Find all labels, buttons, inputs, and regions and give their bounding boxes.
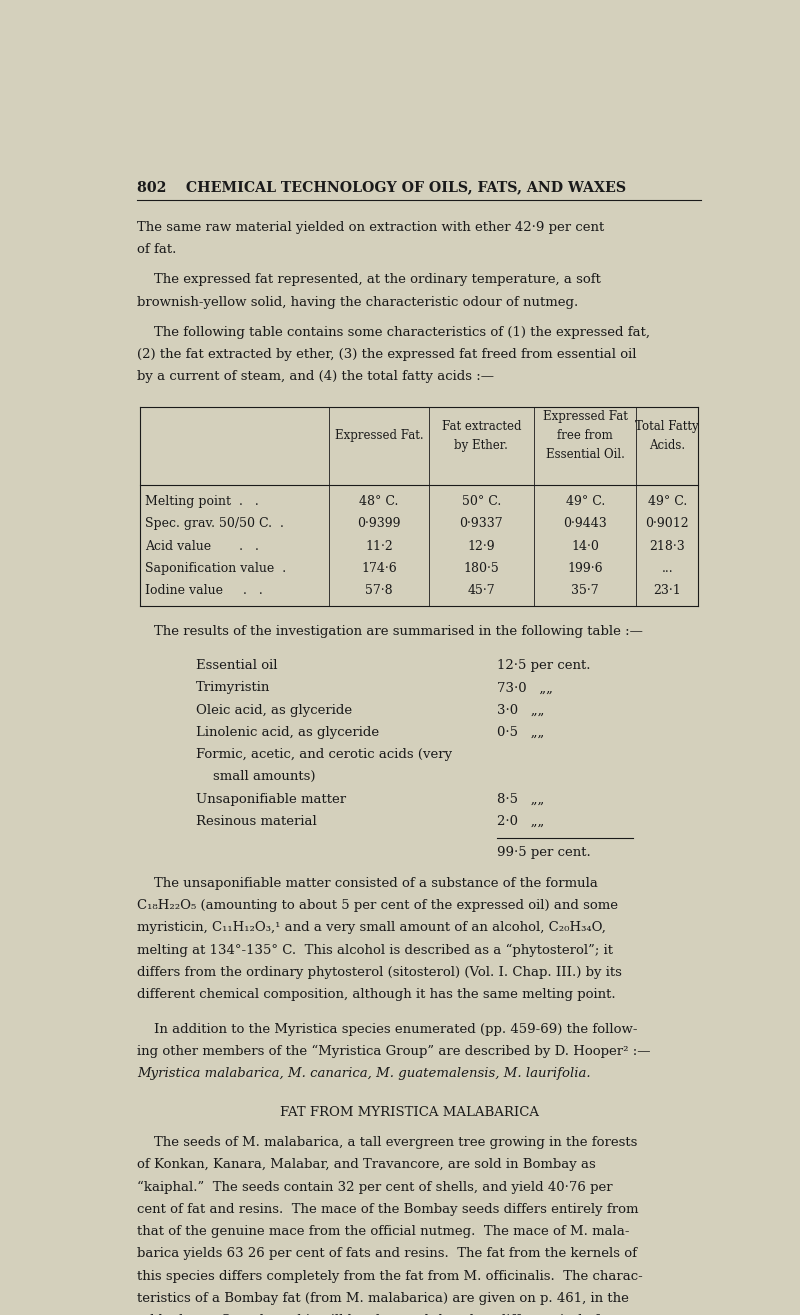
Text: 0·9012: 0·9012	[646, 517, 689, 530]
Text: Formic, acetic, and cerotic acids (very: Formic, acetic, and cerotic acids (very	[196, 748, 452, 761]
Text: Acid value       .   .: Acid value . .	[146, 539, 259, 552]
Text: The results of the investigation are summarised in the following table :—: The results of the investigation are sum…	[138, 625, 643, 638]
Text: 11·2: 11·2	[365, 539, 393, 552]
Text: barica yields 63 26 per cent of fats and resins.  The fat from the kernels of: barica yields 63 26 per cent of fats and…	[138, 1248, 638, 1260]
Text: Trimyristin: Trimyristin	[196, 681, 270, 694]
Text: Essential oil: Essential oil	[196, 659, 278, 672]
Text: that of the genuine mace from the official nutmeg.  The mace of M. mala-: that of the genuine mace from the offici…	[138, 1226, 630, 1237]
Text: 50° C.: 50° C.	[462, 494, 501, 508]
Text: Oleic acid, as glyceride: Oleic acid, as glyceride	[196, 704, 352, 717]
Text: Saponification value  .: Saponification value .	[146, 562, 286, 575]
Text: 49° C.: 49° C.	[648, 494, 687, 508]
Text: 0·5   „„: 0·5 „„	[497, 726, 544, 739]
Text: myristicin, C₁₁H₁₂O₃,¹ and a very small amount of an alcohol, C₂₀H₃₄O,: myristicin, C₁₁H₁₂O₃,¹ and a very small …	[138, 922, 606, 934]
Text: The seeds of M. malabarica, a tall evergreen tree growing in the forests: The seeds of M. malabarica, a tall everg…	[138, 1136, 638, 1149]
Text: Expressed Fat.: Expressed Fat.	[334, 429, 423, 442]
Text: 14·0: 14·0	[571, 539, 599, 552]
Text: The unsaponifiable matter consisted of a substance of the formula: The unsaponifiable matter consisted of a…	[138, 877, 598, 890]
Text: 23·1: 23·1	[654, 584, 681, 597]
Text: 0·9443: 0·9443	[563, 517, 607, 530]
Text: Linolenic acid, as glyceride: Linolenic acid, as glyceride	[196, 726, 379, 739]
Text: “kaiphal.”  The seeds contain 32 per cent of shells, and yield 40·76 per: “kaiphal.” The seeds contain 32 per cent…	[138, 1181, 613, 1194]
Text: 199·6: 199·6	[567, 562, 603, 575]
Text: ing other members of the “Myristica Group” are described by D. Hooper² :—: ing other members of the “Myristica Grou…	[138, 1045, 650, 1059]
Text: Expressed Fat: Expressed Fat	[542, 410, 627, 423]
Text: 8·5   „„: 8·5 „„	[497, 793, 544, 806]
Text: Fat extracted: Fat extracted	[442, 419, 521, 433]
Text: teristics of a Bombay fat (from M. malabarica) are given on p. 461, in the: teristics of a Bombay fat (from M. malab…	[138, 1291, 629, 1304]
Text: Myristica malabarica, M. canarica, M. guatemalensis, M. laurifolia.: Myristica malabarica, M. canarica, M. gu…	[138, 1066, 591, 1080]
Text: Total Fatty: Total Fatty	[635, 419, 699, 433]
Text: 57·8: 57·8	[365, 584, 393, 597]
Text: FAT FROM MYRISTICA MALABARICA: FAT FROM MYRISTICA MALABARICA	[281, 1106, 539, 1119]
Text: Essential Oil.: Essential Oil.	[546, 448, 625, 462]
Text: 12·9: 12·9	[467, 539, 495, 552]
Text: (2) the fat extracted by ether, (3) the expressed fat freed from essential oil: (2) the fat extracted by ether, (3) the …	[138, 348, 637, 362]
Text: 99·5 per cent.: 99·5 per cent.	[497, 847, 590, 859]
Text: of Konkan, Kanara, Malabar, and Travancore, are sold in Bombay as: of Konkan, Kanara, Malabar, and Travanco…	[138, 1159, 596, 1172]
Text: 802    CHEMICAL TECHNOLOGY OF OILS, FATS, AND WAXES: 802 CHEMICAL TECHNOLOGY OF OILS, FATS, A…	[138, 180, 626, 195]
Text: 2·0   „„: 2·0 „„	[497, 815, 544, 828]
Text: this species differs completely from the fat from M. officinalis.  The charac-: this species differs completely from the…	[138, 1269, 643, 1282]
Text: melting at 134°-135° C.  This alcohol is described as a “phytosterol”; it: melting at 134°-135° C. This alcohol is …	[138, 944, 614, 957]
Text: different chemical composition, although it has the same melting point.: different chemical composition, although…	[138, 988, 616, 1001]
Text: by a current of steam, and (4) the total fatty acids :—: by a current of steam, and (4) the total…	[138, 371, 494, 384]
Text: small amounts): small amounts)	[196, 771, 315, 784]
Text: Melting point  .   .: Melting point . .	[146, 494, 259, 508]
Text: In addition to the Myristica species enumerated (pp. 459-69) the follow-: In addition to the Myristica species enu…	[138, 1023, 638, 1035]
Text: The same raw material yielded on extraction with ether 42·9 per cent: The same raw material yielded on extract…	[138, 221, 605, 234]
Text: Spec. grav. 50/50 C.  .: Spec. grav. 50/50 C. .	[146, 517, 284, 530]
Text: 48° C.: 48° C.	[359, 494, 398, 508]
Text: ...: ...	[662, 562, 673, 575]
Text: Acids.: Acids.	[650, 439, 686, 452]
Text: 12·5 per cent.: 12·5 per cent.	[497, 659, 590, 672]
Text: 0·9399: 0·9399	[358, 517, 401, 530]
Text: by Ether.: by Ether.	[454, 439, 508, 452]
Text: cent of fat and resins.  The mace of the Bombay seeds differs entirely from: cent of fat and resins. The mace of the …	[138, 1203, 638, 1216]
Text: The expressed fat represented, at the ordinary temperature, a soft: The expressed fat represented, at the or…	[138, 274, 601, 287]
Text: 0·9337: 0·9337	[459, 517, 503, 530]
Text: The following table contains some characteristics of (1) the expressed fat,: The following table contains some charac…	[138, 326, 650, 339]
Text: of fat.: of fat.	[138, 243, 177, 256]
Text: free from: free from	[558, 429, 613, 442]
Text: brownish-yellow solid, having the characteristic odour of nutmeg.: brownish-yellow solid, having the charac…	[138, 296, 578, 309]
Text: Unsaponifiable matter: Unsaponifiable matter	[196, 793, 346, 806]
Text: Iodine value     .   .: Iodine value . .	[146, 584, 263, 597]
Text: Resinous material: Resinous material	[196, 815, 317, 828]
Text: 35·7: 35·7	[571, 584, 599, 597]
Text: 180·5: 180·5	[463, 562, 499, 575]
Text: differs from the ordinary phytosterol (sitosterol) (Vol. I. Chap. III.) by its: differs from the ordinary phytosterol (s…	[138, 965, 622, 978]
Text: 218·3: 218·3	[650, 539, 685, 552]
Text: 45·7: 45·7	[467, 584, 495, 597]
Text: 3·0   „„: 3·0 „„	[497, 704, 544, 717]
Text: C₁₈H₂₂O₅ (amounting to about 5 per cent of the expressed oil) and some: C₁₈H₂₂O₅ (amounting to about 5 per cent …	[138, 899, 618, 913]
Text: 174·6: 174·6	[361, 562, 397, 575]
Text: 73·0   „„: 73·0 „„	[497, 681, 553, 694]
Text: 49° C.: 49° C.	[566, 494, 605, 508]
